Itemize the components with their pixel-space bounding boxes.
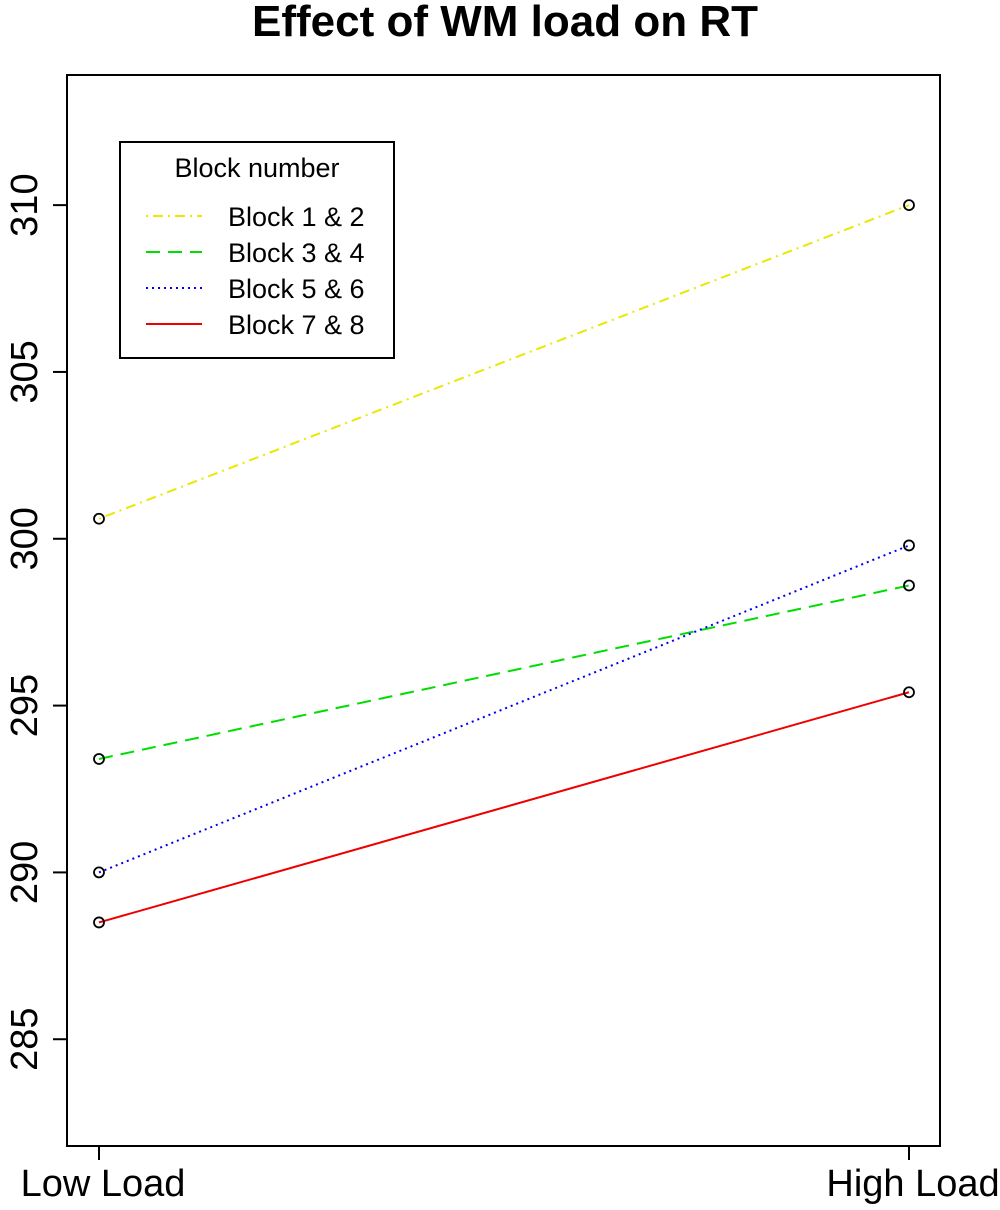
legend-label-2: Block 3 & 4 [228,238,365,268]
data-point-s2-2 [903,579,915,592]
chart-title: Effect of WM load on RT [252,0,758,46]
legend-label-1: Block 1 & 2 [228,202,365,232]
data-point-s1-1 [93,512,105,525]
series-lines [98,204,910,924]
x-tick-label: Low Load [21,1163,186,1205]
x-axis: Low Load High Load [21,1146,1000,1205]
y-tick-label: 295 [4,674,46,737]
y-tick-label: 305 [4,340,46,403]
data-point-s3-1 [93,866,105,879]
legend-label-4: Block 7 & 8 [228,310,365,340]
data-point-s2-1 [93,753,105,765]
plot-frame [66,74,941,1147]
legend-box [119,141,395,359]
data-point-s4-2 [903,686,915,699]
series-line-2 [98,584,910,760]
series-points [93,199,915,929]
y-tick-label: 285 [4,1008,46,1071]
y-tick-label: 310 [4,173,46,236]
legend-items: Block 1 & 2 Block 3 & 4 Block 5 & 6 Block 7… [146,202,365,340]
data-point-s3-2 [903,539,915,552]
x-tick-label: High Load [826,1163,999,1205]
data-point-s1-2 [903,199,915,212]
y-axis: 285 290 295 300 305 310 [4,173,67,1071]
y-tick-label: 290 [4,841,46,904]
series-line-4 [98,691,910,924]
series-line-1 [98,204,910,520]
legend-label-3: Block 5 & 6 [228,274,365,304]
data-point-s4-1 [93,916,105,929]
series-line-3 [98,544,910,874]
y-tick-label: 300 [4,507,46,570]
legend-title: Block number [174,153,339,183]
